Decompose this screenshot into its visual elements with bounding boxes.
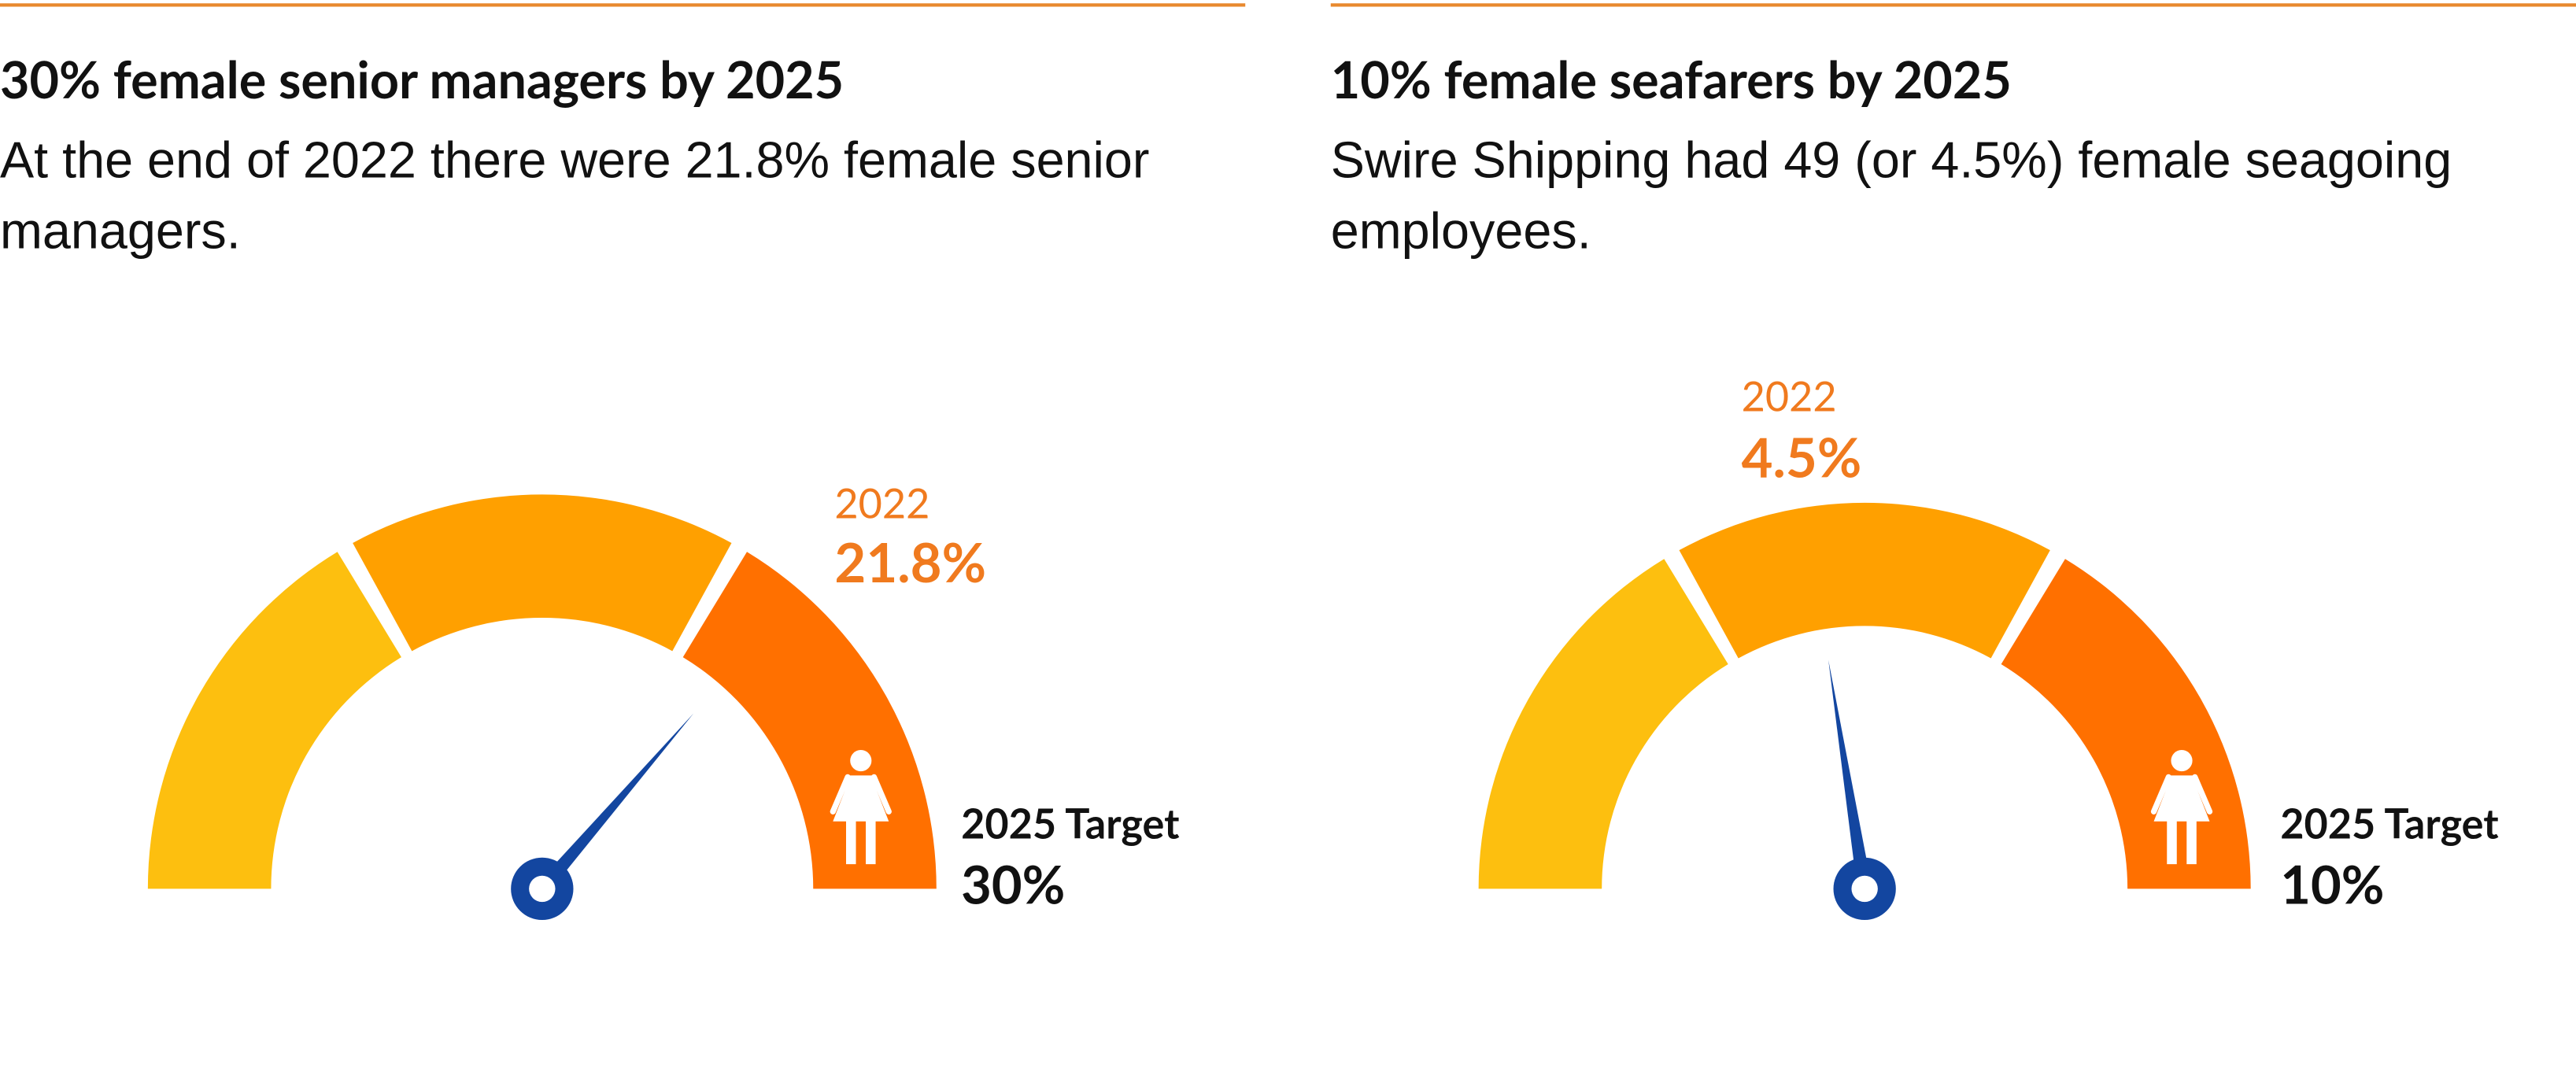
target-label: 2025 Target [961,799,1180,848]
icon-arms [2150,774,2213,814]
icon-head [850,750,872,772]
icon-body [2153,775,2210,865]
gauge-segment [353,494,732,652]
icon-body [833,775,889,865]
gauge-segment [1679,502,2050,659]
gauge-segment [682,552,937,889]
panel-title: 10% female seafarers by 2025 [1331,48,2012,109]
needle-pivot-hole [1851,875,1878,903]
current-value: 21.8% [834,529,986,594]
icon-head [2171,750,2193,772]
target-value: 30% [961,853,1065,916]
gauge-segment [1478,559,1728,889]
panel-title: 30% female senior managers by 2025 [0,48,844,109]
icon-arms [830,774,892,814]
target-value: 10% [2280,853,2384,916]
gauge-needle [1828,659,1872,890]
target-label: 2025 Target [2280,799,2499,848]
gauge-segment [2001,559,2251,889]
panel-subtitle: At the end of 2022 there were 21.8% fema… [0,131,1150,260]
current-value: 4.5% [1742,423,1862,489]
female-icon [830,750,892,865]
panel-subtitle-box: Swire Shipping had 49 (or 4.5%) female s… [1330,131,2452,260]
panel-subtitle-box: At the end of 2022 there were 21.8% fema… [0,131,1150,260]
panel-subtitle: Swire Shipping had 49 (or 4.5%) female s… [1330,131,2452,260]
gauge-needle [536,713,694,894]
current-label: 2022 [1742,371,1837,421]
female-icon [2150,750,2213,865]
needle-pivot-hole [529,875,556,903]
current-label: 2022 [834,478,930,527]
gauge-segment [147,552,401,889]
